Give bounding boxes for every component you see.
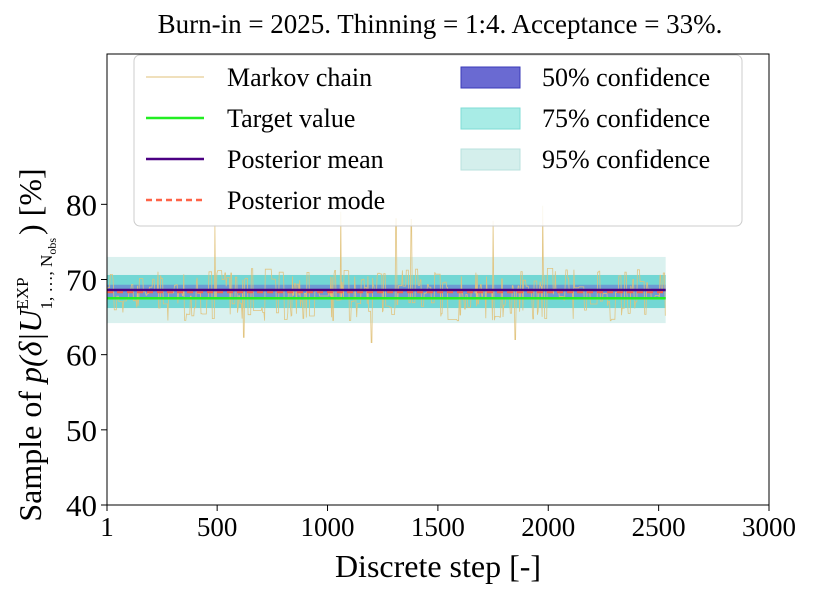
y-tick-label: 70 <box>66 263 97 298</box>
band-50 <box>107 284 666 300</box>
y-label-math: p(δ|U <box>12 308 48 385</box>
legend-patch-b75 <box>460 107 521 130</box>
x-tick-label: 500 <box>197 512 238 542</box>
legend-label-b50: 50% confidence <box>542 63 710 92</box>
x-tick-label: 2500 <box>632 512 686 542</box>
y-label-sup: EXP <box>13 277 32 309</box>
y-tick-label: 40 <box>66 488 97 523</box>
x-tick-label: 1 <box>100 512 114 542</box>
legend-label-b75: 75% confidence <box>542 104 710 133</box>
y-label-prefix: Sample of <box>12 383 48 522</box>
x-axis-label: Discrete step [-] <box>335 548 541 584</box>
x-tick-label: 3000 <box>742 512 796 542</box>
y-tick-label: 60 <box>66 338 97 373</box>
y-tick-label: 50 <box>66 413 97 448</box>
y-axis-ticks: 40 50 60 70 80 <box>66 187 107 523</box>
x-tick-label: 2000 <box>521 512 575 542</box>
legend-left-column: Markov chain Target value Posterior mean Po… <box>146 63 385 215</box>
x-axis-ticks: 1 500 1000 1500 2000 2500 3000 <box>100 505 796 542</box>
x-tick-label: 1500 <box>411 512 465 542</box>
legend: Markov chain Target value Posterior mean Po… <box>133 54 743 227</box>
chart-title: Burn-in = 2025. Thinning = 1:4. Acceptan… <box>158 9 723 39</box>
legend-label-chain: Markov chain <box>227 63 372 92</box>
x-tick-label: 1000 <box>301 512 355 542</box>
y-tick-label: 80 <box>66 187 97 222</box>
legend-patch-b95 <box>460 148 521 171</box>
legend-patch-b50 <box>460 66 521 89</box>
legend-right-column: 50% confidence 75% confidence 95% confiden… <box>460 63 710 174</box>
y-label-suffix: ) [%] <box>12 168 48 235</box>
legend-label-target: Target value <box>227 104 355 133</box>
legend-label-mode: Posterior mode <box>227 186 385 215</box>
reference-lines <box>107 288 666 300</box>
y-axis-label: Sample of p(δ|UEXP 1, …, Nobs ) [%] <box>12 168 59 521</box>
legend-label-mean: Posterior mean <box>227 145 384 174</box>
y-label-sub2: obs <box>45 238 59 255</box>
legend-box <box>133 54 743 227</box>
legend-label-b95: 95% confidence <box>542 145 710 174</box>
y-label-sub: 1, …, N <box>37 255 56 310</box>
